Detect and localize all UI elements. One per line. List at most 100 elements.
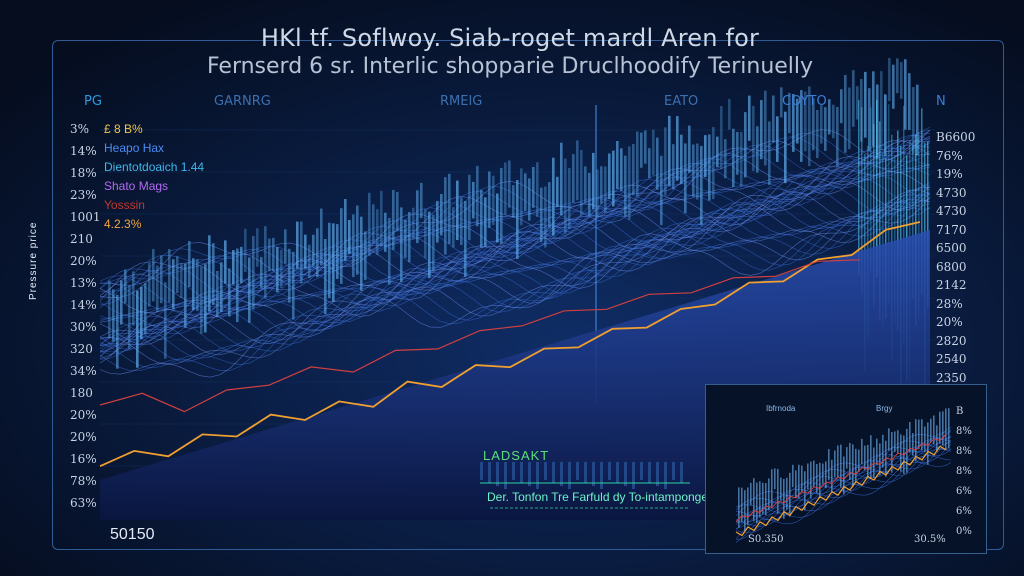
volume-bar (324, 239, 327, 314)
volume-bar (448, 173, 451, 244)
legend-entry: £ 8 B% (104, 122, 143, 136)
volume-bar (708, 134, 711, 201)
y-tick-left: 18% (70, 166, 97, 180)
volume-bar (296, 221, 299, 269)
volume-bar (592, 152, 595, 210)
volume-bar (692, 144, 695, 197)
volume-bar (788, 92, 791, 134)
volume-bar (144, 283, 147, 335)
volume-bar (108, 280, 111, 339)
volume-bar (404, 219, 407, 258)
inset-tick-right: 8% (956, 466, 972, 477)
volume-bar (112, 289, 115, 342)
volume-bars (108, 57, 919, 369)
volume-bar (400, 207, 403, 283)
y-tick-right: 7170 (936, 222, 967, 237)
volume-bar (640, 132, 643, 168)
y-tick-right: 76% (936, 148, 963, 163)
volume-bar (368, 192, 371, 256)
volume-bar (620, 148, 623, 191)
volume-bar (240, 246, 243, 284)
volume-bar (676, 116, 679, 181)
volume-bar (704, 135, 707, 178)
volume-bar (736, 132, 739, 175)
volume-bar (184, 263, 187, 328)
legend-entry: Heapo Hax (104, 141, 165, 155)
volume-bar (848, 87, 851, 150)
y-tick-left: 210 (70, 232, 93, 246)
bottom-left-value: 50150 (110, 526, 155, 543)
volume-bar (504, 162, 507, 215)
y-tick-left: 14% (70, 298, 97, 312)
volume-bar (256, 228, 259, 267)
volume-bar (364, 231, 367, 280)
volume-bar (564, 158, 567, 235)
y-tick-left: 78% (70, 474, 97, 488)
volume-bar (748, 95, 751, 141)
column-header: N (936, 94, 946, 109)
y-tick-right: 4730 (936, 204, 967, 218)
y-tick-left: 16% (70, 452, 97, 466)
volume-bar (656, 137, 659, 190)
annotation-note: Der. Tonfon Tre Farfuld dy To-intamponge (487, 490, 709, 504)
volume-bar (556, 176, 559, 207)
volume-bar (832, 104, 835, 139)
legend-entry: 4.2.3% (104, 217, 142, 231)
column-header: GARNRG (214, 94, 271, 109)
inset-tick-right: B (956, 406, 964, 417)
volume-bar (544, 186, 547, 248)
volume-bar (660, 155, 663, 226)
volume-bar (908, 73, 911, 130)
inset-tick-right: 0% (956, 526, 972, 537)
volume-bar (408, 212, 411, 263)
volume-bar (812, 98, 815, 151)
volume-bar (608, 153, 611, 200)
column-header: EATO (664, 94, 699, 109)
y-tick-left: 14% (70, 144, 97, 158)
volume-bar (260, 257, 263, 289)
volume-bar (828, 99, 831, 135)
volume-bar (428, 211, 431, 279)
series-line-orange (99, 221, 921, 468)
legend-entry: Shato Mags (104, 179, 169, 193)
volume-bar (536, 162, 539, 217)
volume-bar (872, 71, 875, 147)
volume-bar (760, 100, 763, 160)
volume-bar (724, 139, 727, 179)
volume-bar (532, 167, 535, 208)
wave-ribbons (99, 126, 931, 378)
volume-bar (452, 207, 455, 248)
volume-bar (444, 177, 447, 255)
volume-bar (336, 224, 339, 279)
volume-bar (844, 75, 847, 153)
volume-bar (664, 127, 667, 196)
volume-bar (360, 216, 363, 291)
volume-bar (328, 222, 331, 299)
volume-bar (148, 262, 151, 307)
volume-bar (772, 95, 775, 143)
volume-bar (836, 106, 839, 167)
volume-bar (268, 238, 271, 272)
volume-bar (484, 197, 487, 247)
volume-bar (396, 191, 399, 231)
volume-bar (856, 86, 859, 120)
volume-bar (176, 256, 179, 293)
y-tick-left: 23% (70, 188, 97, 202)
chart-frame (52, 40, 1004, 550)
volume-bar (252, 236, 255, 310)
inset-line-red (735, 433, 947, 523)
volume-bar (672, 144, 675, 190)
volume-bar (412, 207, 415, 240)
y-tick-left: 320 (70, 342, 93, 356)
volume-bar (888, 57, 891, 102)
volume-bar (356, 205, 359, 275)
volume-bar (352, 214, 355, 277)
volume-bar (792, 94, 795, 152)
legend-entry: Yosssin (104, 198, 145, 212)
volume-bar (284, 229, 287, 264)
volume-bar (576, 140, 579, 201)
volume-bar (424, 208, 427, 259)
volume-bar (512, 185, 515, 218)
volume-bar (276, 247, 279, 292)
volume-bar (264, 226, 267, 299)
